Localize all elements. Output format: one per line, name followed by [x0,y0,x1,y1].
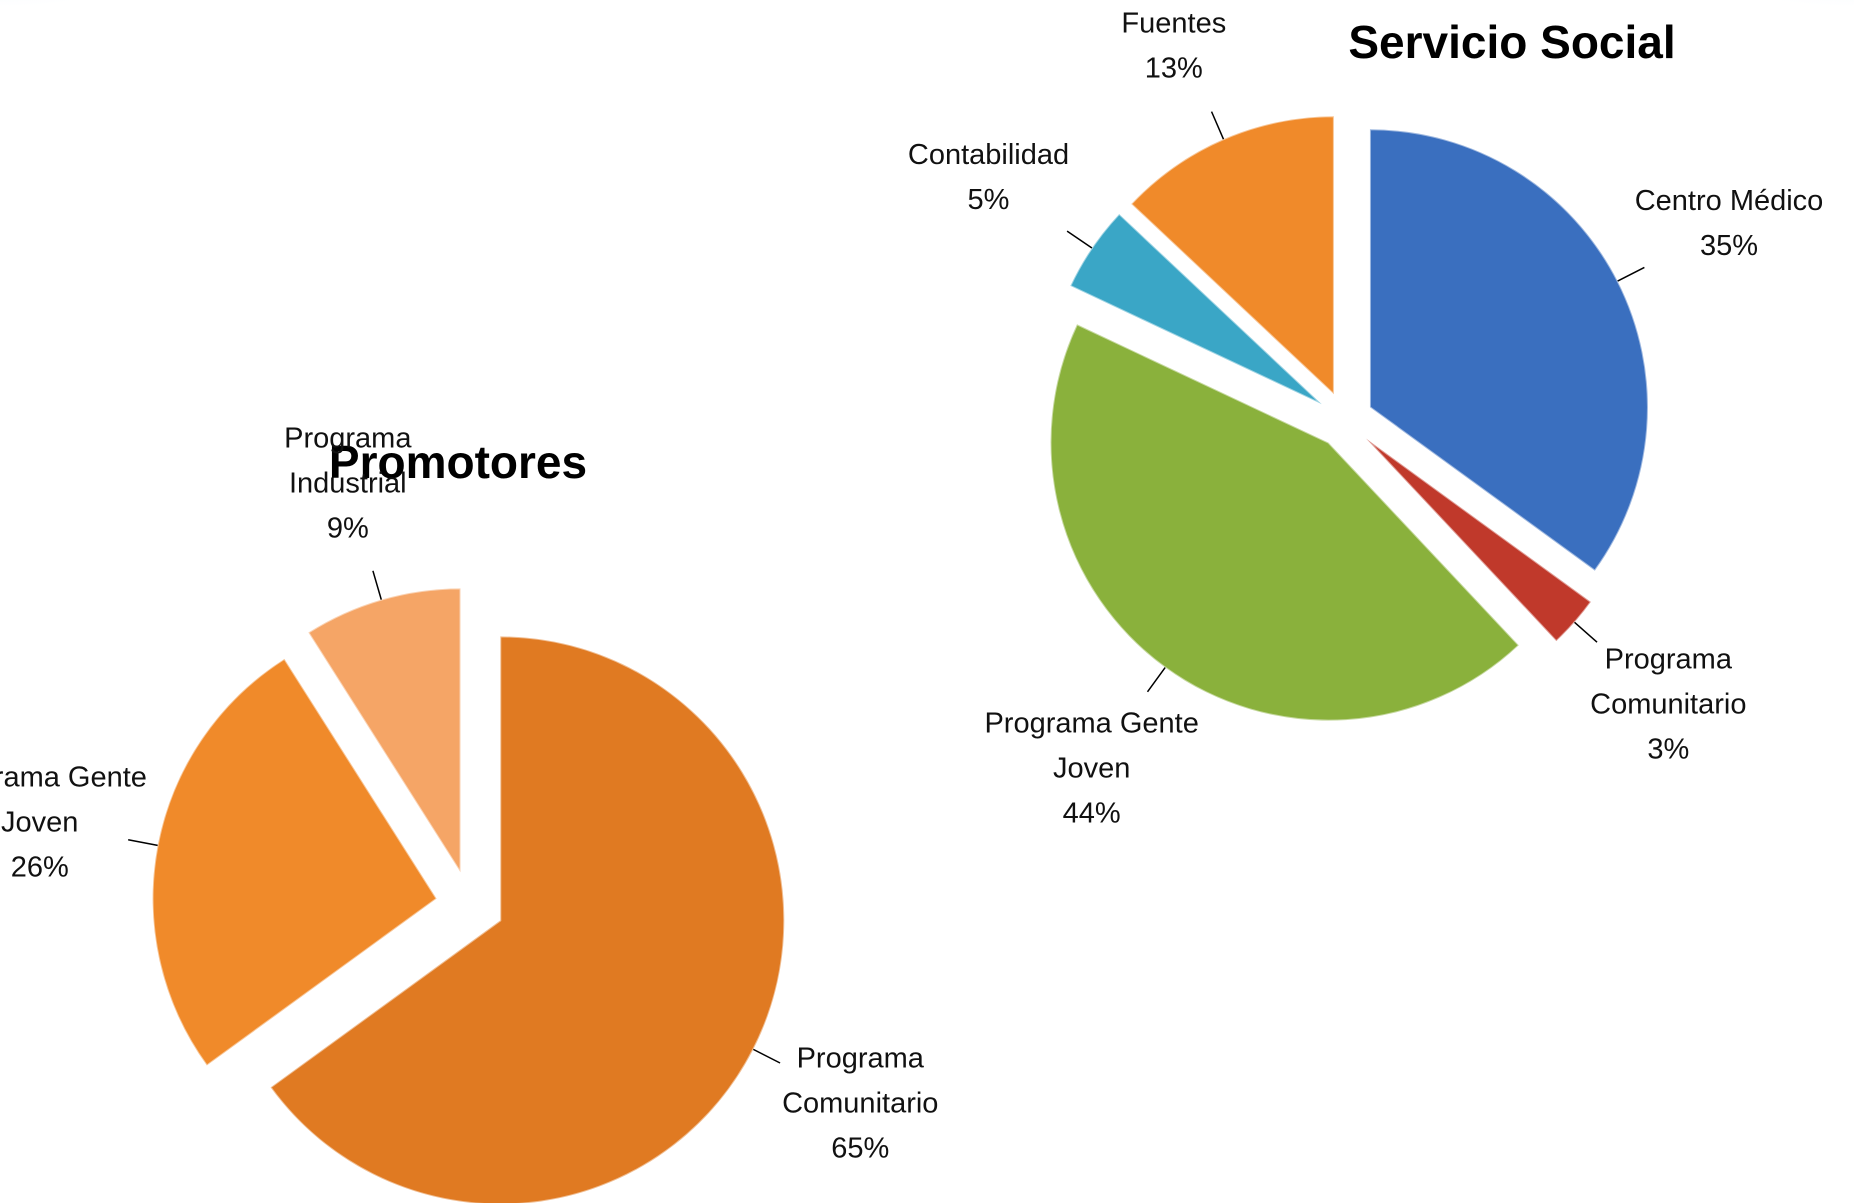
value-label: 65% [831,1132,890,1165]
decoration [0,0,140,45]
value-label: 3% [1647,733,1690,766]
leader-line [1066,230,1093,249]
category-label: Contabilidad [907,138,1070,171]
slice-label: Programa Gente Joven 26% [0,755,155,890]
decoration [1714,0,1854,45]
value-label: 35% [1699,230,1759,263]
category-label: Programa Gente Joven [0,761,147,839]
slice-label: Programa Comunitario 65% [745,1036,975,1171]
pie-slice [1129,115,1335,397]
pie-slice [1068,212,1323,406]
slice-label: Clínica Plaza Las Fuentes 13% [1059,0,1289,92]
pie-slice [1368,128,1649,573]
leader-line [1146,667,1166,693]
category-label: Programa Industrial [284,422,412,500]
leader-line [752,1048,781,1064]
category-label: Programa Gente Joven [984,707,1199,785]
category-label: Centro Médico [1634,185,1824,218]
category-label: Clínica Plaza Las Fuentes [1121,7,1227,40]
slice-label: Contabilidad 5% [874,133,1104,223]
leader-line [1574,621,1598,643]
category-label: Programa Comunitario [1590,643,1747,721]
value-label: 5% [967,183,1010,216]
pie-slice [269,635,786,1203]
value-label: 9% [326,512,369,545]
value-label: 13% [1144,52,1203,85]
chart-title: Promotores [328,436,588,488]
leader-line [1210,111,1225,140]
slice-label: Centro Médico 35% [1614,179,1844,269]
value-label: 44% [1062,797,1121,830]
leader-line [128,839,158,847]
slice-label: Programa Gente Joven 44% [977,701,1207,836]
chart-title: Servicio Social [1348,16,1676,68]
leader-line [1617,266,1645,282]
value-label: 26% [10,851,69,884]
leader-line [372,570,383,600]
slice-label: Programa Comunitario 3% [1553,638,1783,773]
slice-label: Programa Industrial 9% [233,417,463,552]
category-label: Programa Comunitario [782,1042,939,1120]
